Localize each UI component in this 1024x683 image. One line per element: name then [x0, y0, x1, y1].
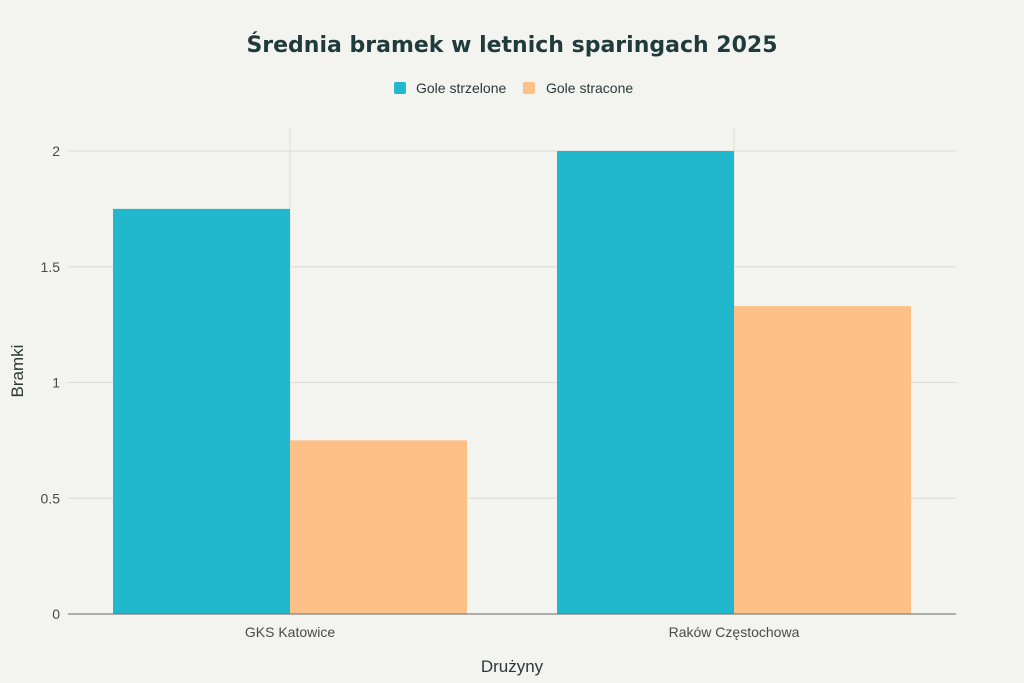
y-tick-label: 1.5 [41, 259, 61, 275]
x-tick-labels: GKS Katowice Raków Częstochowa [245, 624, 800, 640]
y-tick-labels: 0 0.5 1 1.5 2 [41, 143, 61, 622]
y-tick-label: 1 [52, 375, 60, 391]
y-tick-label: 0.5 [41, 490, 61, 506]
bar-gole-stracone-1 [734, 306, 911, 614]
x-tick-label: GKS Katowice [245, 624, 335, 640]
legend: Gole strzelone Gole stracone [394, 80, 633, 96]
legend-swatch-gole-stracone [523, 82, 535, 94]
y-tick-label: 2 [52, 143, 60, 159]
bars [113, 151, 911, 614]
legend-swatch-gole-strzelone [394, 82, 406, 94]
y-tick-label: 0 [52, 606, 60, 622]
chart-title: Średnia bramek w letnich sparingach 2025 [246, 32, 777, 58]
legend-label-gole-stracone: Gole stracone [546, 80, 633, 96]
x-axis-title: Drużyny [481, 657, 544, 676]
legend-label-gole-strzelone: Gole strzelone [416, 80, 506, 96]
y-axis-title: Bramki [8, 345, 27, 398]
x-tick-label: Raków Częstochowa [669, 624, 800, 640]
bar-gole-strzelone-0 [113, 208, 290, 614]
bar-gole-stracone-0 [290, 440, 467, 614]
bar-gole-strzelone-1 [557, 151, 734, 614]
